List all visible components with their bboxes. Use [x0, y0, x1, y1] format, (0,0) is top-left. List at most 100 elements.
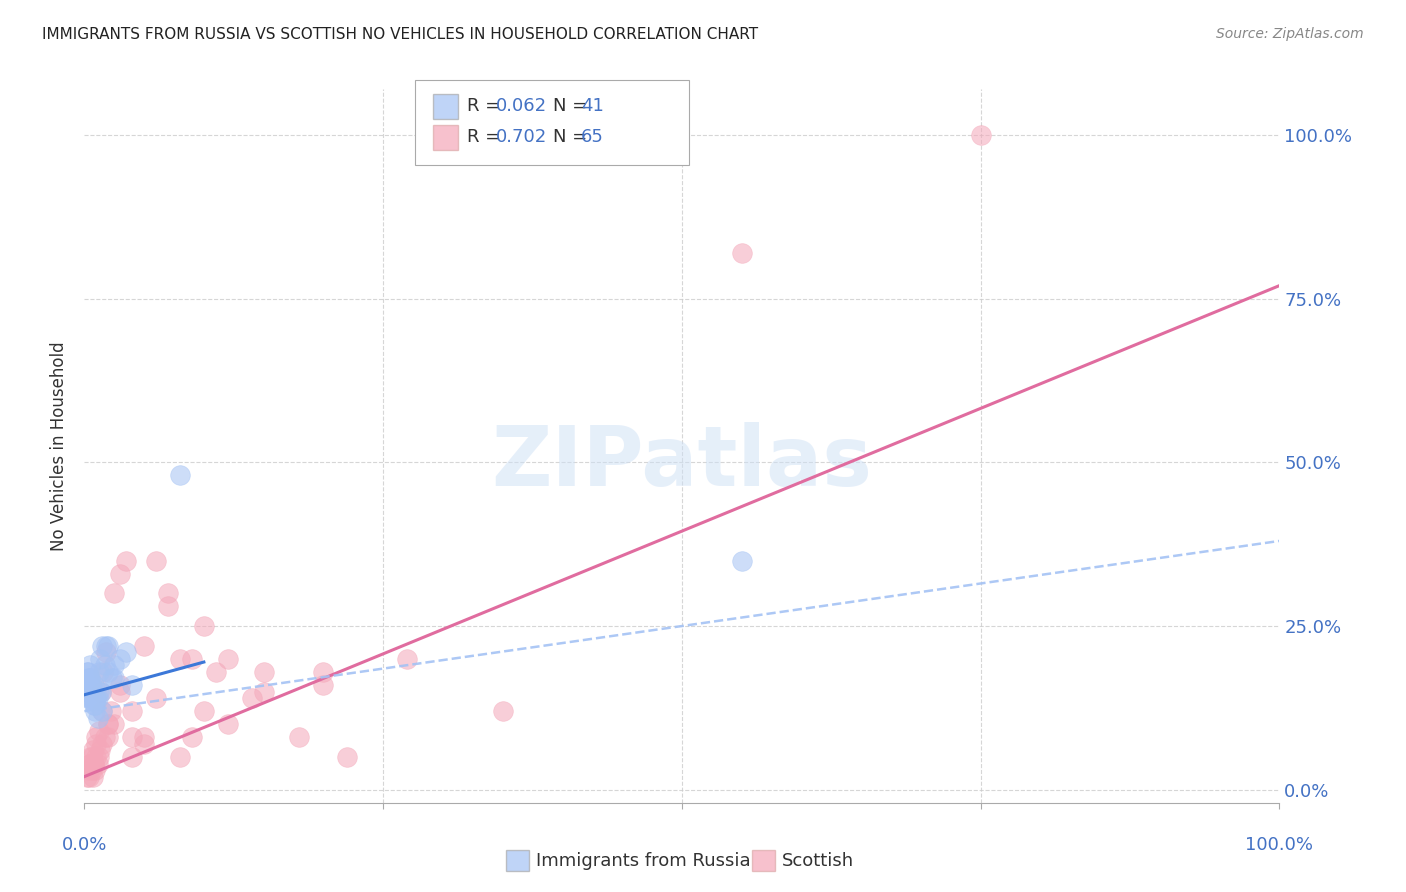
Point [97, 717, 120, 731]
Point [77, 770, 100, 784]
Point [77, 672, 100, 686]
Point [193, 704, 215, 718]
Point [93, 731, 115, 745]
Point [970, 128, 993, 142]
Point [240, 691, 263, 706]
Point [110, 652, 132, 666]
Point [77, 691, 100, 706]
Point [87, 750, 110, 764]
Point [91, 737, 114, 751]
Point [253, 684, 276, 698]
Point [157, 599, 180, 614]
Point [80, 750, 103, 764]
Point [121, 731, 143, 745]
Point [94, 645, 117, 659]
Point [82, 770, 104, 784]
Point [84, 698, 107, 712]
Point [83, 756, 105, 771]
Point [80, 678, 103, 692]
Point [103, 658, 125, 673]
Point [121, 704, 143, 718]
Point [97, 717, 120, 731]
Point [80, 763, 103, 777]
Point [103, 586, 125, 600]
Point [89, 652, 111, 666]
Text: 100.0%: 100.0% [1246, 836, 1313, 854]
Point [90, 684, 112, 698]
Point [121, 678, 143, 692]
Point [91, 639, 114, 653]
Text: 0.0%: 0.0% [62, 836, 107, 854]
Point [193, 619, 215, 633]
Point [86, 691, 108, 706]
Point [80, 684, 103, 698]
Point [731, 245, 754, 260]
Point [75, 678, 97, 692]
Point [115, 645, 138, 659]
Point [731, 553, 754, 567]
Point [79, 691, 101, 706]
Point [86, 731, 108, 745]
Point [312, 665, 335, 679]
Point [79, 658, 101, 673]
Point [84, 763, 107, 777]
Point [132, 737, 156, 751]
Text: 0.702: 0.702 [496, 128, 547, 146]
Point [110, 684, 132, 698]
Point [97, 731, 120, 745]
Point [97, 639, 120, 653]
Point [77, 684, 100, 698]
Point [77, 665, 100, 679]
Y-axis label: No Vehicles in Household: No Vehicles in Household [51, 341, 69, 551]
Point [86, 756, 108, 771]
Point [93, 658, 115, 673]
Point [87, 723, 110, 738]
Point [157, 586, 180, 600]
Point [101, 672, 124, 686]
Point [205, 665, 228, 679]
Point [87, 665, 110, 679]
Point [77, 672, 100, 686]
Point [145, 553, 167, 567]
Point [83, 698, 105, 712]
Point [181, 731, 204, 745]
Point [91, 704, 114, 718]
Point [253, 665, 276, 679]
Point [83, 678, 105, 692]
Point [82, 684, 104, 698]
Point [103, 672, 125, 686]
Point [84, 704, 107, 718]
Point [86, 737, 108, 751]
Point [93, 665, 115, 679]
Point [100, 704, 122, 718]
Point [110, 678, 132, 692]
Point [217, 652, 239, 666]
Point [89, 743, 111, 757]
Point [115, 553, 138, 567]
Point [169, 652, 191, 666]
Point [86, 750, 108, 764]
Point [86, 691, 108, 706]
Point [97, 665, 120, 679]
Point [103, 717, 125, 731]
Point [396, 652, 419, 666]
Text: 65: 65 [581, 128, 603, 146]
Point [110, 566, 132, 581]
Point [91, 704, 114, 718]
Text: R =: R = [467, 97, 506, 115]
Point [169, 468, 191, 483]
Point [94, 639, 117, 653]
Point [492, 704, 515, 718]
Point [86, 711, 108, 725]
Point [83, 756, 105, 771]
Point [76, 684, 98, 698]
Point [132, 639, 156, 653]
Point [312, 678, 335, 692]
Point [76, 665, 98, 679]
Point [336, 750, 359, 764]
Text: N =: N = [553, 128, 592, 146]
Point [77, 763, 100, 777]
Point [217, 717, 239, 731]
Text: R =: R = [467, 128, 506, 146]
Text: 41: 41 [581, 97, 603, 115]
